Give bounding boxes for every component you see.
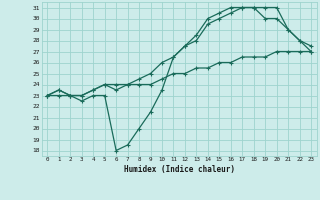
X-axis label: Humidex (Indice chaleur): Humidex (Indice chaleur) [124,165,235,174]
